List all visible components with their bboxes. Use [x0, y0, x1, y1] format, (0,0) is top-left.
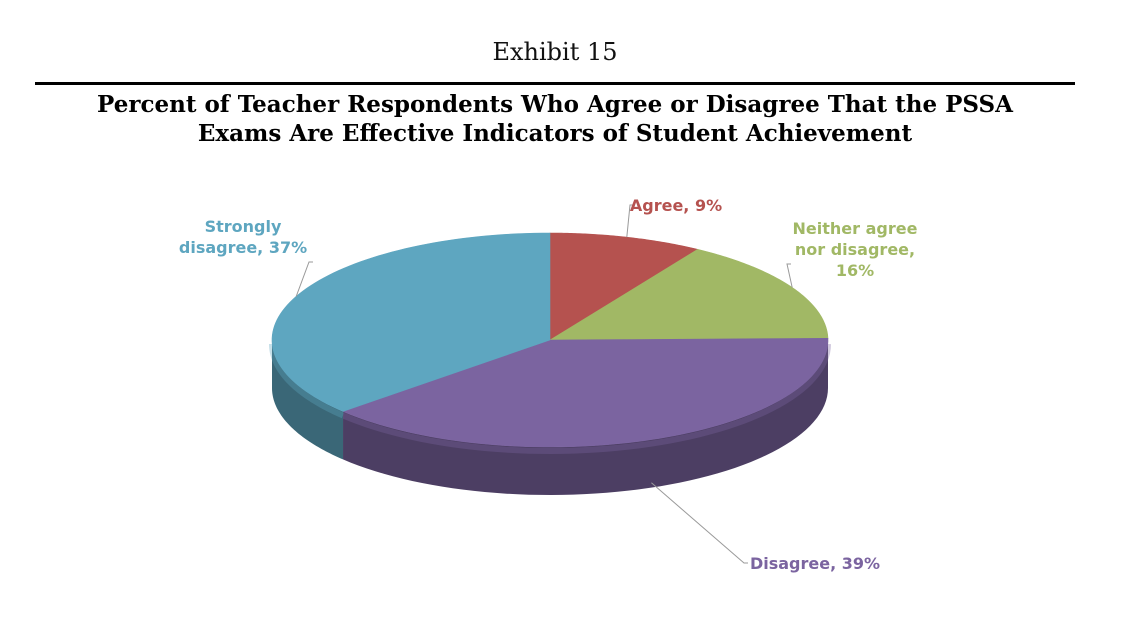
- data-label-line: Neither agree: [793, 219, 918, 238]
- chart-title-line-2: Exams Are Effective Indicators of Studen…: [197, 120, 913, 147]
- data-label-line: Agree, 9%: [630, 196, 722, 215]
- leader-line-neither: [786, 263, 793, 288]
- data-label-disagree: Disagree, 39%: [750, 554, 880, 573]
- data-label-line: Strongly: [205, 217, 282, 236]
- pie-leader-lines: [295, 204, 793, 564]
- leader-line-disagree: [651, 482, 748, 564]
- chart-title: Percent of Teacher Respondents Who Agree…: [0, 90, 1110, 148]
- data-label-line: 16%: [836, 261, 874, 280]
- data-label-agree: Agree, 9%: [630, 196, 722, 215]
- pie-side-disagree: [343, 340, 828, 495]
- pie-data-labels: Agree, 9% Neither agree nor disagree, 16% Di…: [179, 196, 918, 573]
- data-label-neither: Neither agree nor disagree, 16%: [793, 219, 918, 280]
- pie-top-layer: [271, 232, 829, 448]
- data-label-strongly-disagree: Strongly disagree, 37%: [179, 217, 307, 257]
- exhibit-label: Exhibit 15: [492, 38, 618, 66]
- pie-rim-strongly-disagree: [269, 343, 345, 419]
- chart-title-line-1: Percent of Teacher Respondents Who Agree…: [97, 91, 1013, 118]
- pie-rim-disagree: [341, 343, 831, 455]
- pie-slice-disagree: [342, 338, 829, 448]
- leader-line-agree: [626, 204, 634, 238]
- data-label-line: disagree, 37%: [179, 238, 307, 257]
- title-rule: [35, 82, 1075, 85]
- pie-side-strongly-disagree: [272, 340, 344, 460]
- leader-line-strongly-disagree: [295, 261, 313, 297]
- data-label-line: Disagree, 39%: [750, 554, 880, 573]
- data-label-line: nor disagree,: [795, 240, 915, 259]
- pie-side-layer: [269, 340, 831, 495]
